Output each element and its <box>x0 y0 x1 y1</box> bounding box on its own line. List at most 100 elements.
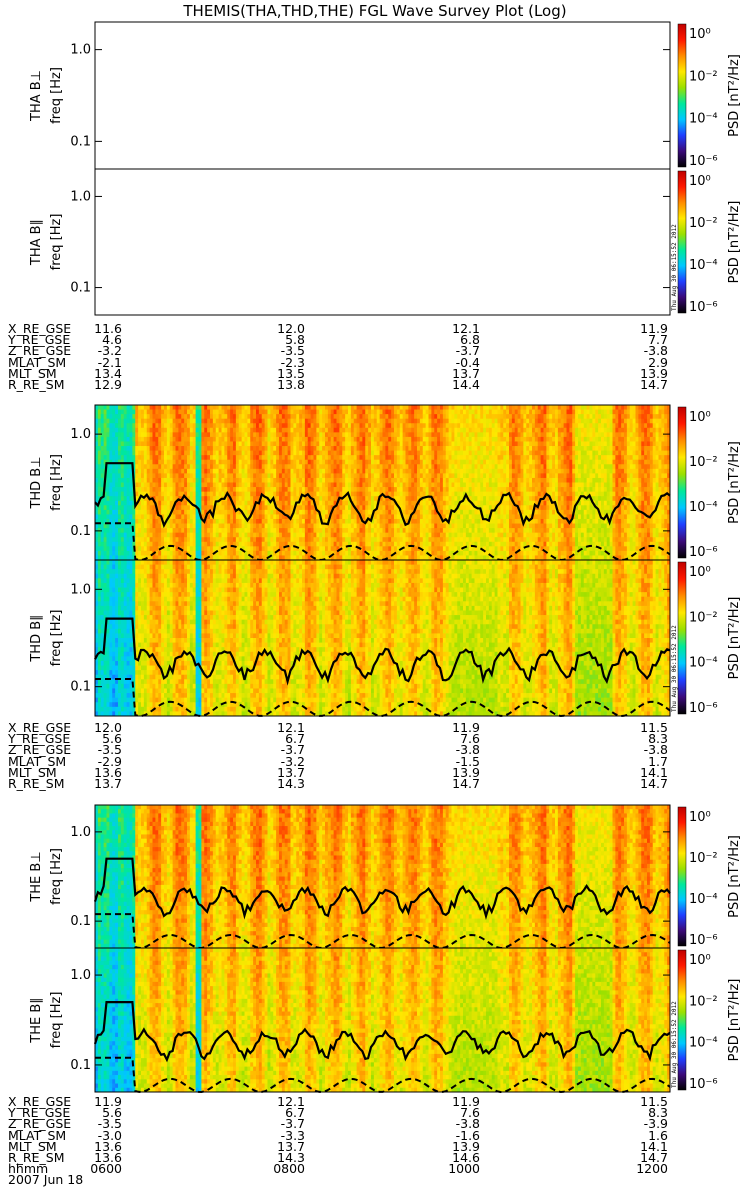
spectrogram-cell <box>290 418 294 424</box>
spectrogram-cell <box>172 541 176 547</box>
spectrogram-cell <box>224 423 228 429</box>
spectrogram-cell <box>474 473 478 479</box>
spectrogram-cell <box>287 441 291 447</box>
spectrogram-cell <box>198 487 202 493</box>
spectrogram-cell <box>201 550 205 556</box>
spectrogram-cell <box>497 532 501 538</box>
spectrogram-cell <box>123 446 128 451</box>
spectrogram-cell <box>187 455 191 461</box>
spectrogram-cell <box>118 482 122 488</box>
spectrogram-cell <box>95 537 99 543</box>
spectrogram-cell <box>491 473 496 479</box>
spectrogram-cell <box>316 532 320 538</box>
spectrogram-cell <box>250 436 254 442</box>
spectrogram-cell <box>100 432 105 438</box>
spectrogram-cell <box>103 409 107 415</box>
spectrogram-cell <box>166 509 171 515</box>
spectrogram-cell <box>316 418 320 424</box>
spectrogram-cell <box>166 487 171 493</box>
spectrogram-cell <box>445 455 450 461</box>
spectrogram-cell <box>230 532 234 538</box>
spectrogram-cell <box>442 464 447 470</box>
spectrogram-cell <box>187 414 191 420</box>
spectrogram-cell <box>123 482 128 488</box>
spectrogram-cell <box>293 427 297 433</box>
spectrogram-cell <box>138 500 142 506</box>
spectrogram-cell <box>230 477 234 483</box>
spectrogram-cell <box>129 418 133 424</box>
spectrogram-cell <box>440 505 444 511</box>
spectrogram-cell <box>115 496 119 502</box>
spectrogram-cell <box>184 523 188 529</box>
spectrogram-cell <box>129 532 133 538</box>
spectrogram-cell <box>460 523 464 529</box>
spectrogram-cell <box>471 441 475 447</box>
spectrogram-cell <box>371 487 375 493</box>
spectrogram-cell <box>184 441 188 447</box>
spectrogram-cell <box>210 409 214 415</box>
spectrogram-cell <box>342 468 346 474</box>
spectrogram-cell <box>281 414 286 420</box>
spectrogram-cell <box>322 487 326 493</box>
spectrogram-cell <box>302 432 306 438</box>
spectrogram-cell <box>336 414 340 420</box>
spectrogram-cell <box>348 473 352 479</box>
spectrogram-cell <box>178 487 182 493</box>
spectrogram-cell <box>166 423 171 429</box>
spectrogram-cell <box>233 418 237 424</box>
spectrogram-cell <box>97 477 102 483</box>
spectrogram-cell <box>118 509 122 515</box>
spectrogram-cell <box>310 473 314 479</box>
spectrogram-cell <box>273 487 277 493</box>
spectrogram-cell <box>454 405 458 410</box>
spectrogram-cell <box>353 496 358 502</box>
spectrogram-cell <box>258 500 263 506</box>
spectrogram-cell <box>336 405 340 410</box>
spectrogram-cell <box>100 405 105 410</box>
spectrogram-cell <box>379 423 383 429</box>
spectrogram-cell <box>118 446 122 451</box>
spectrogram-cell <box>187 518 191 524</box>
spectrogram-cell <box>382 409 386 415</box>
spectrogram-cell <box>195 468 199 474</box>
spectrogram-cell <box>486 468 490 474</box>
spectrogram-cell <box>281 459 286 465</box>
spectrogram-cell <box>434 550 438 556</box>
spectrogram-cell <box>201 450 205 456</box>
spectrogram-cell <box>368 496 372 502</box>
spectrogram-cell <box>376 464 381 470</box>
spectrogram-cell <box>141 523 145 529</box>
spectrogram-cell <box>434 450 438 456</box>
spectrogram-cell <box>506 432 510 438</box>
spectrogram-cell <box>457 414 461 420</box>
spectrogram-cell <box>350 450 355 456</box>
spectrogram-cell <box>391 473 395 479</box>
spectrogram-cell <box>233 477 237 483</box>
spectrogram-cell <box>296 491 300 497</box>
spectrogram-cell <box>322 464 326 470</box>
spectrogram-cell <box>172 446 176 451</box>
spectrogram-cell <box>411 436 415 442</box>
spectrogram-cell <box>497 414 501 420</box>
spectrogram-cell <box>261 546 266 552</box>
spectrogram-cell <box>491 459 496 465</box>
spectrogram-cell <box>325 468 329 474</box>
spectrogram-cell <box>480 418 484 424</box>
spectrogram-cell <box>468 514 473 520</box>
spectrogram-cell <box>155 468 159 474</box>
spectrogram-cell <box>146 464 151 470</box>
spectrogram-cell <box>345 500 349 506</box>
spectrogram-cell <box>319 441 323 447</box>
spectrogram-cell <box>448 423 452 429</box>
spectrogram-cell <box>238 464 243 470</box>
spectrogram-cell <box>414 459 418 465</box>
spectrogram-cell <box>511 482 516 488</box>
spectrogram-cell <box>463 473 467 479</box>
spectrogram-cell <box>290 436 294 442</box>
spectrogram-cell <box>411 532 415 538</box>
spectrogram-cell <box>161 464 165 470</box>
spectrogram-cell <box>511 468 516 474</box>
spectrogram-cell <box>210 523 214 529</box>
spectrogram-cell <box>310 464 314 470</box>
spectrogram-cell <box>477 487 481 493</box>
